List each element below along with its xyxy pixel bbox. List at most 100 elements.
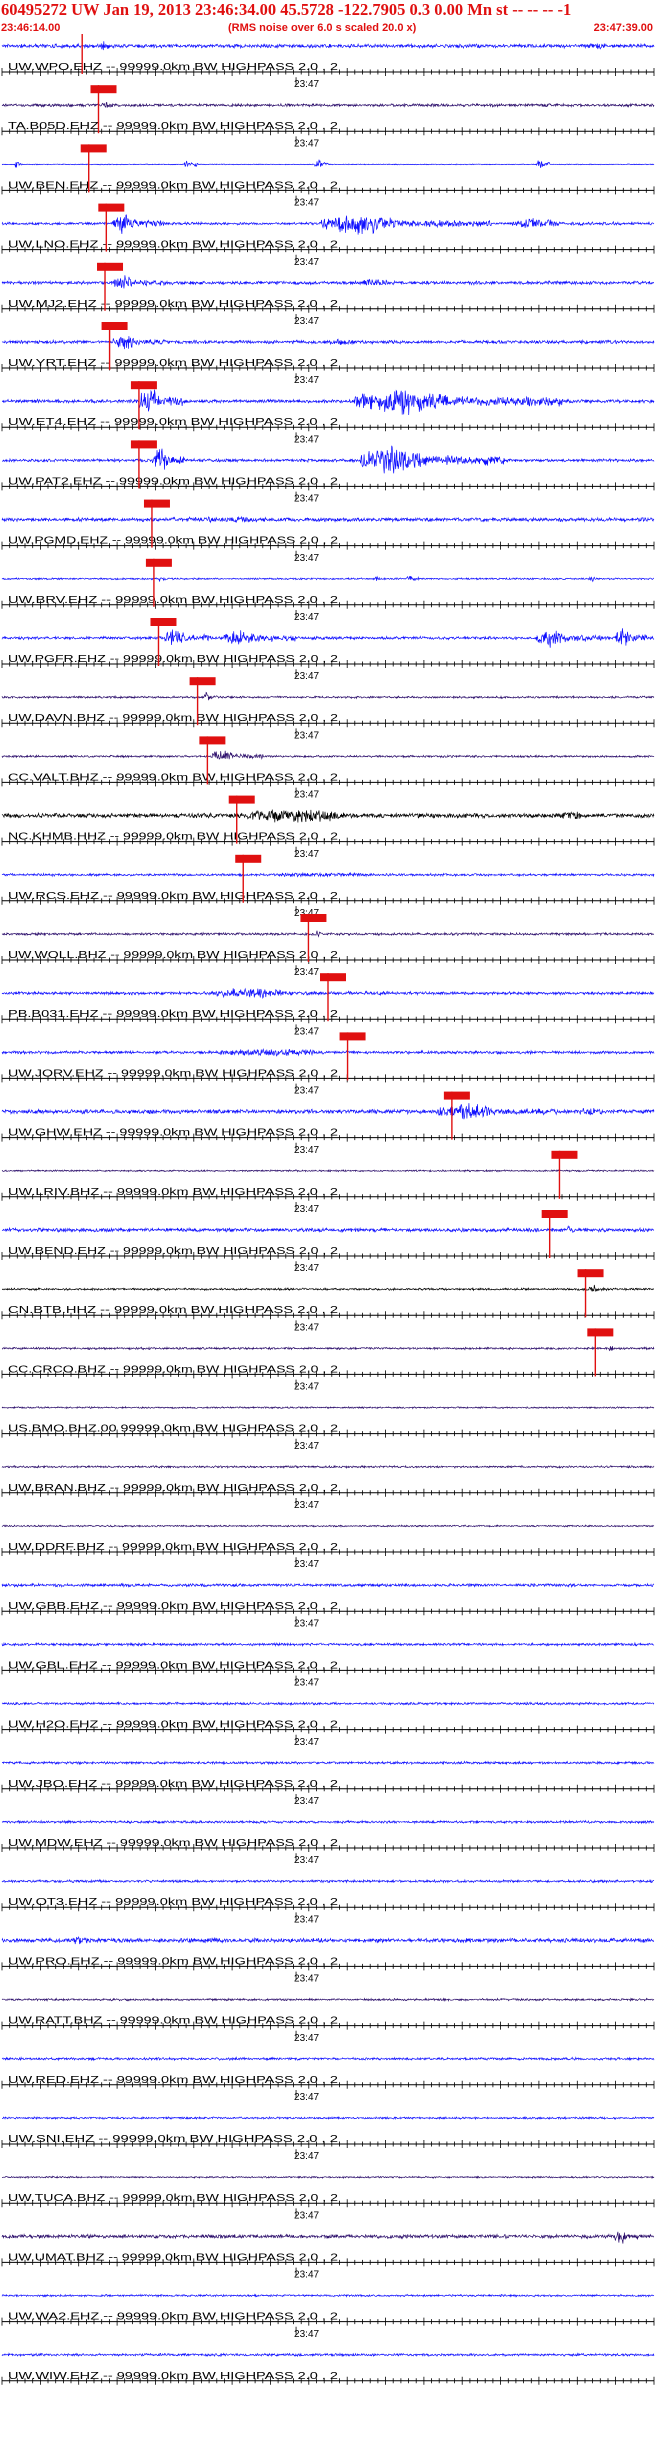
pick-flag — [145, 558, 172, 567]
pick-flag — [80, 144, 107, 153]
trace-label: UW.WOLL.BHZ -- 99999.0km BW HIGHPASS 2.0… — [8, 950, 339, 961]
waveform — [1, 871, 655, 878]
trace-label: UW.GBL.EHZ -- 99999.0km BW HIGHPASS 2.0 … — [8, 1660, 339, 1671]
plot-header: 60495272 UW Jan 19, 2013 23:46:34.00 45.… — [0, 0, 656, 34]
trace-label: UW.UMAT.BHZ -- 99999.0km BW HIGHPASS 2.0… — [8, 2252, 339, 2263]
minute-mark-label: 23:47 — [294, 138, 319, 149]
trace-label: UW.DAVN.BHZ -- 99999.0km BW HIGHPASS 2.0… — [8, 713, 339, 724]
trace-20: 23:47 UW.LRIV.BHZ -- 99999.0km BW HIGHPAS… — [1, 1142, 655, 1201]
minute-mark-label: 23:47 — [294, 1559, 319, 1570]
waveform — [1, 1346, 655, 1352]
pick-flag — [101, 322, 128, 330]
waveform — [1, 389, 655, 416]
waveform — [1, 159, 655, 168]
waveform — [1, 750, 655, 760]
waveform — [1, 214, 655, 235]
trace-label: UW.PAT2.EHZ -- 99999.0km BW HIGHPASS 2.0… — [8, 476, 339, 487]
time-axis-ticks — [1, 2199, 655, 2208]
trace-label: UW.JORV.EHZ -- 99999.0km BW HIGHPASS 2.0… — [8, 1068, 339, 1079]
time-axis-ticks — [1, 2376, 655, 2385]
trace-6: 23:47 UW.YRT.EHZ -- 99999.0km BW HIGHPASS… — [1, 314, 655, 372]
trace-label: UW.JBO.EHZ -- 99999.0km BW HIGHPASS 2.0 … — [8, 1779, 339, 1790]
minute-mark-label: 23:47 — [294, 494, 319, 505]
trace-9: 23:47 UW.PGMD.EHZ -- 99999.0km BW HIGHPAS… — [1, 491, 655, 550]
trace-label: UW.ET4.EHZ -- 99999.0km BW HIGHPASS 2.0 … — [8, 417, 339, 428]
time-axis-ticks — [1, 423, 655, 432]
time-axis-ticks — [1, 2140, 655, 2148]
time-axis-ticks — [1, 2080, 655, 2089]
pick-flag — [199, 736, 226, 745]
trace-label: UW.OT3.EHZ -- 99999.0km BW HIGHPASS 2.0 … — [8, 1897, 339, 1908]
waveform — [1, 1878, 655, 1884]
trace-label: UW.GBB.EHZ -- 99999.0km BW HIGHPASS 2.0 … — [8, 1601, 339, 1612]
pick-flag — [130, 440, 157, 449]
waveform — [1, 1524, 655, 1528]
waveform — [2, 2115, 655, 2121]
trace-23: 23:47 CC.CRCO.BHZ -- 99999.0km BW HIGHPAS… — [1, 1320, 655, 1379]
minute-mark-label: 23:47 — [294, 1914, 319, 1925]
trace-label: UW.LRIV.BHZ -- 99999.0km BW HIGHPASS 2.0… — [8, 1187, 339, 1198]
pick-flag — [320, 973, 346, 982]
time-axis-ticks — [1, 1074, 655, 1083]
trace-36: 23:47 UW.SNI.EHZ -- 99999.0km BW HIGHPASS… — [1, 2090, 655, 2148]
waveform — [1, 2231, 655, 2244]
waveform — [1, 1701, 655, 1707]
trace-3: 23:47 UW.BEN.EHZ -- 99999.0km BW HIGHPASS… — [1, 136, 655, 195]
waveform — [1, 1225, 655, 1234]
trace-19: 23:47 UW.GHW.EHZ -- 99999.0km BW HIGHPASS… — [1, 1083, 655, 1142]
minute-mark-label: 23:47 — [294, 375, 319, 386]
trace-29: 23:47 UW.H2O.EHZ -- 99999.0km BW HIGHPASS… — [1, 1675, 655, 1734]
pick-flag — [90, 85, 117, 94]
trace-label: UW.SNI.EHZ -- 99999.0km BW HIGHPASS 2.0 … — [8, 2134, 339, 2145]
seismogram-plot: 23:47 UW.WPO.EHZ -- 99999.0km BW HIGHPASS… — [1, 34, 655, 2385]
trace-label: UW.TUCA.BHZ -- 99999.0km BW HIGHPASS 2.0… — [8, 2193, 339, 2204]
minute-mark-label: 23:47 — [294, 2033, 319, 2044]
pick-flag — [97, 262, 124, 271]
minute-mark-label: 23:47 — [294, 1204, 319, 1215]
trace-14: 23:47 NC.KHMB.HHZ -- 99999.0km BW HIGHPAS… — [1, 787, 655, 846]
event-title: 60495272 UW Jan 19, 2013 23:46:34.00 45.… — [1, 0, 572, 19]
waveform — [1, 628, 655, 648]
minute-mark-label: 23:47 — [294, 1500, 319, 1511]
trace-40: 23:47 UW.WIW.EHZ -- 99999.0km BW HIGHPASS… — [1, 2326, 655, 2385]
time-axis-ticks — [1, 896, 655, 905]
time-axis-ticks — [1, 1725, 655, 1734]
trace-38: 23:47 UW.UMAT.BHZ -- 99999.0km BW HIGHPAS… — [1, 2208, 655, 2267]
minute-mark-label: 23:47 — [294, 908, 319, 919]
time-axis-ticks — [1, 1015, 655, 1024]
time-axis-ticks — [1, 482, 655, 491]
waveform — [1, 1935, 655, 1945]
trace-5: 23:47 UW.MJ2.EHZ -- 99999.0km BW HIGHPASS… — [1, 254, 655, 313]
minute-mark-label: 23:47 — [294, 1382, 319, 1393]
time-axis-ticks — [1, 2021, 655, 2030]
waveform — [1, 1464, 655, 1470]
time-axis-ticks — [1, 245, 655, 254]
waveform — [1, 809, 655, 823]
waveform — [1, 1819, 655, 1825]
trace-10: 23:47 UW.BRV.EHZ -- 99999.0km BW HIGHPASS… — [1, 550, 655, 609]
trace-13: 23:47 CC.VALT.BHZ -- 99999.0km BW HIGHPAS… — [1, 728, 655, 787]
waveform — [1, 1997, 655, 2002]
waveform — [1, 1582, 655, 1588]
time-axis-ticks — [1, 1607, 655, 1616]
pick-flag — [577, 1269, 604, 1278]
waveform — [1, 1284, 654, 1292]
trace-25: 23:47 UW.BRAN.BHZ -- 99999.0km BW HIGHPAS… — [1, 1438, 655, 1497]
time-axis-ticks — [1, 1548, 655, 1556]
trace-33: 23:47 UW.PRO.EHZ -- 99999.0km BW HIGHPASS… — [1, 1912, 655, 1971]
time-axis-ticks — [1, 1903, 655, 1912]
time-axis-ticks — [1, 1488, 655, 1497]
pick-flag — [189, 677, 216, 686]
waveform — [2, 445, 655, 474]
trace-4: 23:47 UW.LNO.EHZ -- 99999.0km BW HIGHPASS… — [1, 195, 655, 254]
pick-flag — [228, 795, 255, 804]
trace-label: UW.H2O.EHZ -- 99999.0km BW HIGHPASS 2.0 … — [8, 1720, 339, 1731]
trace-37: 23:47 UW.TUCA.BHZ -- 99999.0km BW HIGHPAS… — [1, 2149, 655, 2208]
trace-label: PB.B031.EHZ -- 99999.0km BW HIGHPASS 2.0… — [8, 1009, 339, 1020]
trace-label: UW.PGFR.EHZ -- 99999.0km BW HIGHPASS 2.0… — [8, 654, 339, 665]
minute-mark-label: 23:47 — [294, 2329, 319, 2340]
trace-label: UW.RED.EHZ -- 99999.0km BW HIGHPASS 2.0 … — [8, 2075, 339, 2086]
time-axis-ticks — [1, 1252, 655, 1260]
trace-21: 23:47 UW.BEND.EHZ -- 99999.0km BW HIGHPAS… — [1, 1202, 655, 1260]
trace-27: 23:47 UW.GBB.EHZ -- 99999.0km BW HIGHPASS… — [1, 1557, 655, 1616]
